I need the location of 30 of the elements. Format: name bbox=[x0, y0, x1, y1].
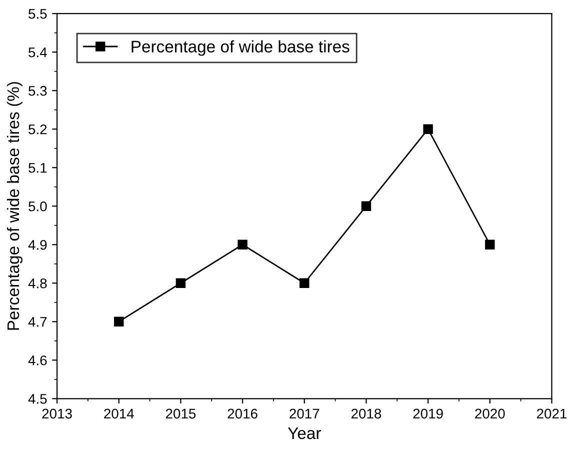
x-tick-label: 2016 bbox=[228, 408, 258, 419]
legend-label: Percentage of wide base tires bbox=[132, 40, 350, 56]
y-tick-label: 4.8 bbox=[28, 278, 47, 288]
x-tick-label: 2014 bbox=[104, 408, 134, 419]
point bbox=[485, 240, 495, 250]
y-tick-label: 5.5 bbox=[28, 9, 47, 19]
point bbox=[423, 124, 433, 134]
point bbox=[114, 316, 124, 326]
x-tick-label: 2019 bbox=[413, 408, 443, 419]
point bbox=[176, 278, 186, 288]
x-tick-label: 2013 bbox=[42, 408, 72, 419]
point bbox=[238, 240, 248, 250]
y-tick-label: 4.5 bbox=[28, 394, 47, 404]
y-tick-label: 5.1 bbox=[28, 163, 47, 173]
y-tick-label: 5.3 bbox=[28, 86, 47, 96]
point bbox=[361, 201, 372, 211]
y-tick-label: 4.7 bbox=[28, 317, 47, 327]
x-tick-label: 2015 bbox=[166, 408, 196, 419]
y-tick-label: 5.2 bbox=[28, 124, 47, 134]
y-tick-label: 5.4 bbox=[28, 48, 47, 58]
y-tick-label: 4.9 bbox=[28, 240, 47, 250]
point bbox=[300, 278, 310, 288]
x-tick-label: 2017 bbox=[290, 408, 320, 419]
y-tick-label: 4.6 bbox=[28, 355, 47, 366]
y-tick-label: 5.0 bbox=[28, 201, 47, 212]
x-axis-title: Year bbox=[288, 427, 321, 440]
x-tick-label: 2018 bbox=[351, 408, 382, 419]
x-tick-label: 2020 bbox=[475, 408, 505, 419]
x-tick-label: 2021 bbox=[536, 408, 567, 419]
y-axis-title: Percentage of wide base tires (%) bbox=[6, 82, 22, 330]
